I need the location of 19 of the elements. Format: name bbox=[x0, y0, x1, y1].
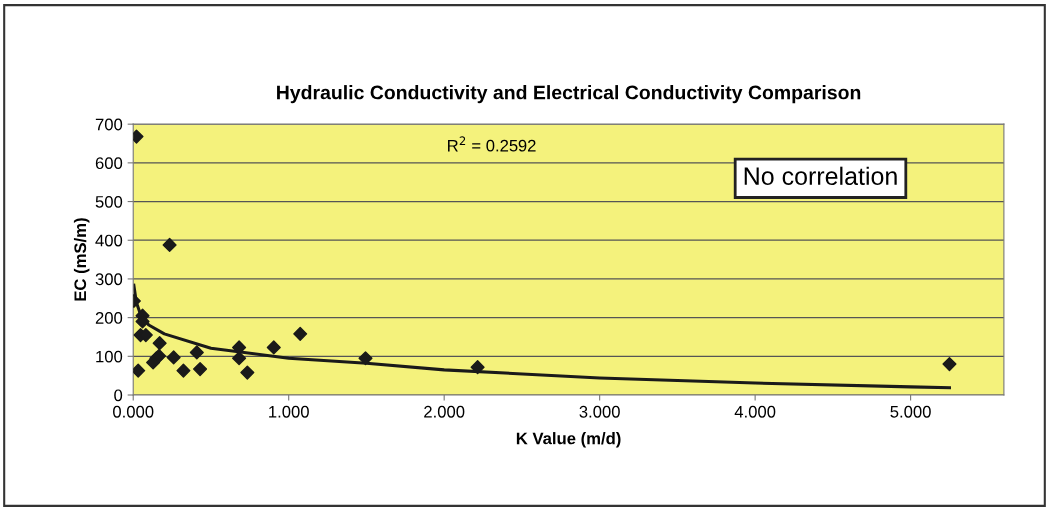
chart-title: Hydraulic Conductivity and Electrical Conductivity Comparison bbox=[277, 85, 861, 104]
x-tick-label: 5.000 bbox=[890, 405, 931, 418]
y-tick-label: 700 bbox=[95, 118, 123, 131]
x-tick-label: 4.000 bbox=[734, 405, 776, 418]
annotation: No correlation bbox=[744, 166, 897, 186]
y-tick-label: 200 bbox=[95, 312, 123, 324]
y-tick-label: 400 bbox=[95, 234, 123, 247]
x-tick-label: 2.000 bbox=[424, 405, 465, 418]
y-tick-label: 300 bbox=[95, 273, 123, 286]
y-axis-title: EC (mS/m) bbox=[73, 218, 90, 301]
x-axis-title: K Value (m/d) bbox=[516, 432, 621, 448]
y-tick-label: 600 bbox=[95, 157, 123, 170]
y-tick-label: 100 bbox=[96, 350, 123, 363]
x-tick-label: 3.000 bbox=[579, 405, 620, 418]
x-tick-label: 1.000 bbox=[269, 405, 309, 418]
y-tick-label: 500 bbox=[95, 195, 123, 208]
y-tick-label: 0 bbox=[114, 389, 123, 402]
x-tick-label: 0.000 bbox=[113, 405, 154, 418]
annotation: R$^{2}$ = 0.2592 bbox=[448, 136, 536, 152]
